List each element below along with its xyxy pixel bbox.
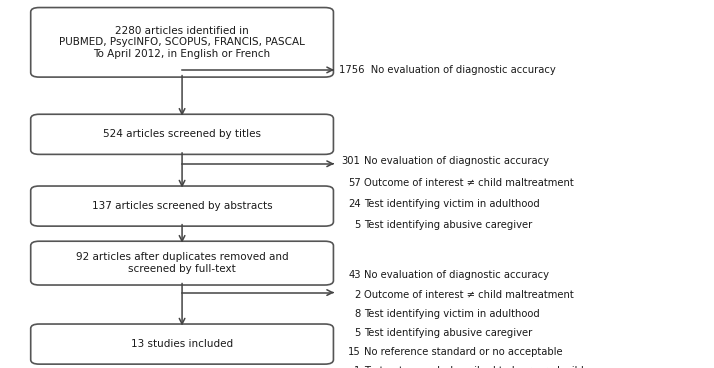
- Text: 24: 24: [348, 199, 361, 209]
- Text: 301: 301: [342, 156, 361, 166]
- Text: 5: 5: [354, 328, 361, 338]
- Text: 13 studies included: 13 studies included: [131, 339, 233, 349]
- FancyBboxPatch shape: [31, 241, 333, 285]
- Text: 5: 5: [354, 220, 361, 230]
- Text: Test not enough described to be reproducible: Test not enough described to be reproduc…: [364, 366, 590, 368]
- Text: No evaluation of diagnostic accuracy: No evaluation of diagnostic accuracy: [364, 270, 549, 280]
- FancyBboxPatch shape: [31, 7, 333, 77]
- Text: Outcome of interest ≠ child maltreatment: Outcome of interest ≠ child maltreatment: [364, 178, 574, 188]
- Text: 1756  No evaluation of diagnostic accuracy: 1756 No evaluation of diagnostic accurac…: [339, 65, 556, 75]
- Text: 15: 15: [348, 347, 361, 357]
- Text: 92 articles after duplicates removed and
screened by full-text: 92 articles after duplicates removed and…: [76, 252, 288, 274]
- Text: Outcome of interest ≠ child maltreatment: Outcome of interest ≠ child maltreatment: [364, 290, 574, 300]
- Text: No evaluation of diagnostic accuracy: No evaluation of diagnostic accuracy: [364, 156, 549, 166]
- Text: 524 articles screened by titles: 524 articles screened by titles: [103, 129, 261, 139]
- Text: Test identifying abusive caregiver: Test identifying abusive caregiver: [364, 220, 533, 230]
- FancyBboxPatch shape: [31, 324, 333, 364]
- Text: 137 articles screened by abstracts: 137 articles screened by abstracts: [92, 201, 272, 211]
- Text: 1: 1: [354, 366, 361, 368]
- Text: Test identifying victim in adulthood: Test identifying victim in adulthood: [364, 199, 540, 209]
- Text: 57: 57: [348, 178, 361, 188]
- Text: 8: 8: [354, 309, 361, 319]
- Text: 2280 articles identified in
PUBMED, PsycINFO, SCOPUS, FRANCIS, PASCAL
To April 2: 2280 articles identified in PUBMED, Psyc…: [59, 26, 305, 59]
- Text: No reference standard or no acceptable: No reference standard or no acceptable: [364, 347, 563, 357]
- FancyBboxPatch shape: [31, 114, 333, 155]
- Text: 2: 2: [354, 290, 361, 300]
- Text: Test identifying victim in adulthood: Test identifying victim in adulthood: [364, 309, 540, 319]
- Text: 43: 43: [348, 270, 361, 280]
- Text: Test identifying abusive caregiver: Test identifying abusive caregiver: [364, 328, 533, 338]
- FancyBboxPatch shape: [31, 186, 333, 226]
